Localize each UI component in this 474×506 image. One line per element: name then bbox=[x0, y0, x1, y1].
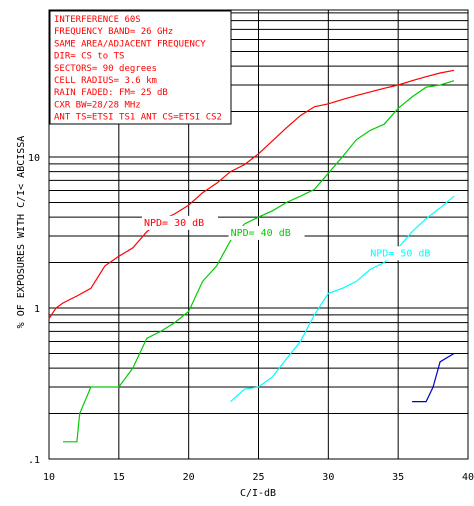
series-line-3 bbox=[412, 352, 455, 403]
info-line: CELL RADIUS= 3.6 km bbox=[54, 76, 157, 86]
info-line: FREQUENCY BAND= 26 GHz bbox=[54, 27, 173, 37]
series-label: NPD= 50 dB bbox=[370, 248, 430, 259]
info-line: RAIN FADED: FM= 25 dB bbox=[54, 88, 168, 98]
series-line-2 bbox=[230, 195, 455, 403]
x-tick-label: 35 bbox=[392, 472, 404, 483]
x-tick-label: 10 bbox=[43, 472, 55, 483]
y-tick-label: 1 bbox=[34, 304, 40, 315]
x-tick-label: 20 bbox=[183, 472, 195, 483]
x-tick-label: 40 bbox=[462, 472, 474, 483]
series-label: NPD= 30 dB bbox=[144, 218, 204, 229]
x-tick-labels: 10 15 20 25 30 35 40 bbox=[43, 472, 474, 483]
info-line: CXR BW=28/28 MHz bbox=[54, 100, 141, 110]
series-group: NPD= 30 dB NPD= 40 dB NPD= 50 dB bbox=[48, 69, 455, 443]
y-tick-label: .1 bbox=[28, 455, 40, 466]
series-line-1 bbox=[63, 80, 455, 443]
y-axis-title: % OF EXPOSURES WITH C/I< ABCISSA bbox=[16, 136, 27, 329]
x-tick-label: 30 bbox=[322, 472, 334, 483]
y-tick-label: 10 bbox=[28, 153, 40, 164]
x-tick-label: 15 bbox=[113, 472, 125, 483]
info-line: SAME AREA/ADJACENT FREQUENCY bbox=[54, 39, 206, 49]
series-label-bg bbox=[368, 246, 445, 261]
series-label-bg bbox=[141, 215, 218, 230]
series-line-0 bbox=[48, 69, 455, 320]
x-tick-label: 25 bbox=[252, 472, 264, 483]
info-box bbox=[49, 10, 232, 125]
series-label: NPD= 40 dB bbox=[231, 228, 291, 239]
info-lines: INTERFERENCE 60S FREQUENCY BAND= 26 GHz SA… bbox=[54, 15, 222, 123]
info-line: SECTORS= 90 degrees bbox=[54, 64, 157, 74]
info-line: DIR= CS to TS bbox=[54, 52, 124, 62]
y-tick-labels: .1 1 10 bbox=[28, 153, 40, 466]
info-line: ANT TS=ETSI TS1 ANT CS=ETSI CS2 bbox=[54, 113, 222, 123]
info-line: INTERFERENCE 60S bbox=[54, 15, 141, 25]
plot-frame bbox=[48, 9, 469, 460]
x-axis-title: C/I-dB bbox=[240, 488, 276, 499]
series-label-bg bbox=[228, 225, 305, 240]
